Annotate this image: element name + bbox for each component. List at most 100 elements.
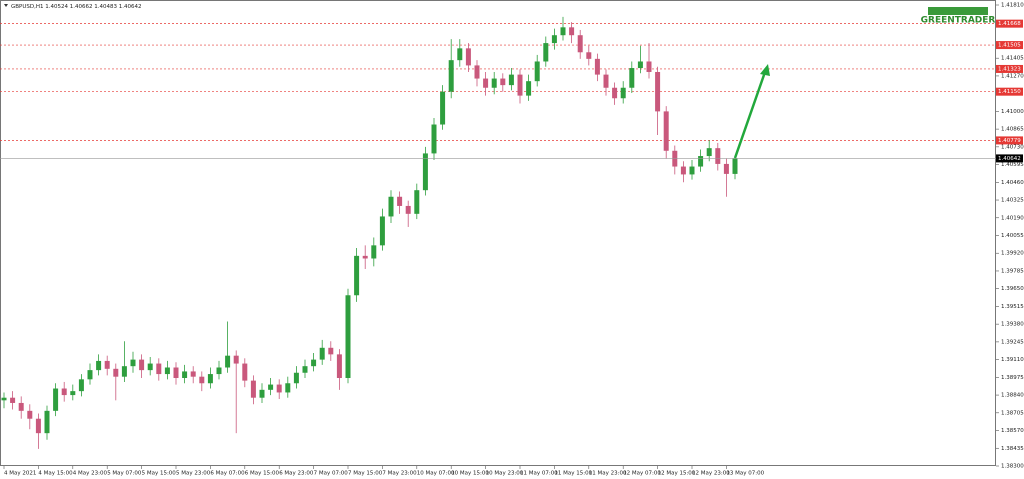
- header-arrow: [4, 4, 8, 7]
- candle-body: [1, 397, 7, 401]
- candle-body: [130, 359, 136, 367]
- y-tick-label: 1.41810: [1001, 3, 1024, 9]
- level-label: 1.41668: [998, 21, 1021, 27]
- candle-body: [474, 65, 480, 79]
- y-tick-label: 1.38840: [1001, 393, 1024, 399]
- arrow-shaft: [733, 71, 767, 159]
- candle-body: [723, 163, 729, 174]
- arrow-head: [760, 64, 770, 76]
- y-tick-label: 1.40190: [1001, 215, 1024, 221]
- y-tick-label: 1.41270: [1001, 73, 1024, 79]
- candle-body: [199, 376, 205, 384]
- candle-body: [560, 27, 566, 36]
- candle-body: [53, 388, 59, 411]
- logo: GREENTRADER: [921, 7, 996, 26]
- logo-text: GREENTRADER: [921, 16, 996, 26]
- open-value: 1.40524: [45, 4, 68, 10]
- candle-body: [61, 388, 67, 396]
- symbol: GBPUSD,H1: [11, 4, 44, 10]
- candle-body: [405, 205, 411, 214]
- level-label-bg: [996, 136, 1023, 145]
- y-tick-label: 1.40055: [1001, 233, 1024, 239]
- candle-body: [35, 418, 41, 434]
- candle-body: [293, 372, 299, 384]
- y-tick-label: 1.38435: [1001, 446, 1024, 452]
- candle-body: [646, 61, 652, 72]
- x-tick-label: 5 May 07:00: [107, 471, 142, 477]
- candle-body: [182, 371, 188, 379]
- level-label: 1.40779: [998, 138, 1021, 144]
- candle-body: [362, 255, 368, 259]
- candle-body: [551, 35, 557, 44]
- candle-body: [569, 27, 575, 36]
- y-tick-label: 1.40595: [1001, 162, 1024, 168]
- candle-body: [250, 380, 256, 398]
- candle-body: [422, 153, 428, 191]
- x-tick-label: 5 May 15:00: [142, 471, 177, 477]
- candle-body: [517, 74, 523, 96]
- candle-body: [70, 391, 76, 396]
- y-tick-label: 1.38570: [1001, 428, 1024, 434]
- y-tick-label: 1.39650: [1001, 286, 1024, 292]
- y-tick-label: 1.39785: [1001, 268, 1024, 274]
- candle-body: [431, 124, 437, 154]
- y-tick-label: 1.41405: [1001, 56, 1024, 62]
- candle-body: [139, 359, 145, 371]
- candle-body: [655, 71, 661, 112]
- candle-body: [388, 196, 394, 217]
- candle-body: [207, 374, 213, 384]
- candle-body: [414, 190, 420, 214]
- candle-body: [354, 255, 360, 296]
- x-tick-label: 4 May 15:00: [38, 471, 73, 477]
- x-tick-label: 4 May 2021: [4, 471, 36, 477]
- x-tick-label: 7 May 23:00: [382, 471, 417, 477]
- level-label-bg: [996, 87, 1023, 96]
- high-value: 1.40662: [70, 4, 93, 10]
- candle-body: [216, 367, 222, 375]
- candle-body: [491, 78, 497, 88]
- x-tick-label: 6 May 23:00: [279, 471, 314, 477]
- x-tick-label: 7 May 07:00: [314, 471, 349, 477]
- plot-frame: [0, 0, 996, 466]
- x-tick-label: 11 May 07:00: [520, 471, 558, 477]
- candle-body: [637, 61, 643, 69]
- candle-body: [543, 43, 549, 62]
- candle-body: [285, 383, 291, 393]
- candle-body: [534, 61, 540, 82]
- candle-body: [87, 370, 93, 380]
- x-tick-label: 12 May 15:00: [658, 471, 696, 477]
- y-tick-label: 1.40730: [1001, 144, 1024, 150]
- x-tick-label: 11 May 15:00: [554, 471, 592, 477]
- y-tick-label: 1.40460: [1001, 180, 1024, 186]
- candle-body: [104, 360, 110, 369]
- candle-body: [371, 245, 377, 259]
- candle-body: [225, 355, 231, 368]
- x-tick-label: 7 May 15:00: [348, 471, 383, 477]
- candle-body: [689, 166, 695, 175]
- y-tick-label: 1.38705: [1001, 410, 1024, 416]
- candle-body: [242, 363, 248, 381]
- candle-body: [302, 366, 308, 373]
- x-tick-label: 10 May 15:00: [451, 471, 489, 477]
- candle-body: [715, 148, 721, 164]
- level-label-bg: [996, 19, 1023, 28]
- candle-body: [698, 156, 704, 167]
- y-tick-label: 1.41000: [1001, 109, 1024, 115]
- level-label: 1.41323: [998, 66, 1021, 72]
- candle-body: [732, 158, 738, 174]
- y-tick-label: 1.39920: [1001, 251, 1024, 257]
- candle-body: [620, 87, 626, 99]
- low-value: 1.40483: [94, 4, 117, 10]
- current-price-label: 1.40642: [998, 156, 1021, 162]
- candle-body: [164, 367, 170, 375]
- x-tick-label: 6 May 15:00: [245, 471, 280, 477]
- y-tick-label: 1.38300: [1001, 464, 1024, 470]
- x-tick-label: 6 May 07:00: [210, 471, 245, 477]
- y-tick-label: 1.38975: [1001, 375, 1024, 381]
- candle-body: [268, 384, 274, 390]
- candle-body: [448, 60, 454, 92]
- candle-body: [663, 111, 669, 151]
- candle-body: [680, 166, 686, 175]
- candle-body: [508, 74, 514, 86]
